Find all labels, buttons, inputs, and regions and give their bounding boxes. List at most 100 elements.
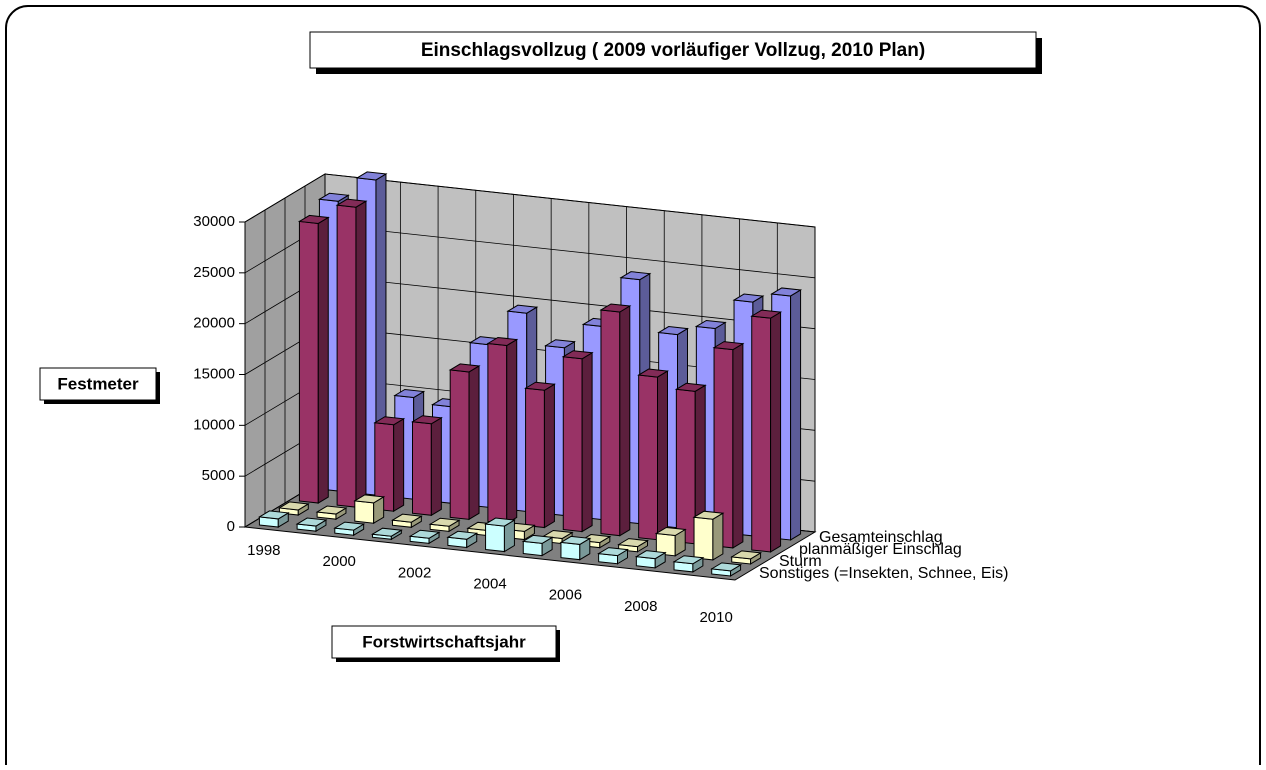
- bar-top: [617, 538, 650, 548]
- bar-top: [672, 555, 705, 565]
- bar: [599, 303, 632, 537]
- bar-top: [694, 319, 727, 330]
- bar: [353, 494, 386, 525]
- plot-area: 0 5000 10000 15000 20000 25000 30000 1998 2000 20…: [193, 171, 1008, 626]
- depth-tick-label: Sturm: [779, 553, 822, 570]
- bar-top: [521, 534, 554, 544]
- bar-side: [712, 512, 724, 561]
- bar-side: [468, 365, 480, 521]
- bar: [257, 510, 290, 528]
- bar-top: [335, 198, 368, 208]
- bar-side: [317, 216, 329, 504]
- bar: [446, 530, 479, 549]
- bar-top: [710, 562, 743, 572]
- bar-side: [506, 338, 518, 525]
- bar: [750, 309, 783, 553]
- bar-front: [675, 388, 696, 545]
- bar-top: [544, 339, 576, 349]
- bar-top: [619, 271, 652, 281]
- bar-top: [750, 309, 783, 319]
- bar: [484, 517, 516, 553]
- bar: [486, 336, 519, 525]
- bar: [524, 381, 556, 529]
- y-tick-label: 25000: [193, 264, 235, 281]
- bar-top: [297, 214, 330, 224]
- bar: [692, 510, 725, 561]
- bar-front: [751, 315, 772, 553]
- bar-top: [559, 535, 592, 545]
- bar: [410, 415, 443, 517]
- bar-top: [654, 526, 687, 537]
- bar-top: [637, 368, 670, 378]
- bar-front: [560, 541, 581, 561]
- bar: [561, 350, 594, 533]
- bar: [315, 505, 348, 521]
- bar: [637, 368, 670, 541]
- bar-front: [562, 356, 583, 533]
- bar-front: [693, 516, 714, 561]
- y-tick-label: 10000: [193, 416, 235, 433]
- bar: [672, 555, 705, 573]
- bar-side: [732, 342, 744, 549]
- bar-top: [315, 505, 348, 515]
- bar-top: [257, 510, 290, 520]
- bar-side: [393, 417, 405, 513]
- bar: [730, 550, 763, 565]
- bar: [712, 341, 745, 549]
- bar-side: [790, 289, 802, 541]
- bar-side: [770, 311, 782, 553]
- depth-tick-label: Sonstiges (=Insekten, Schnee, Eis): [759, 565, 1008, 582]
- y-tick-label: 15000: [193, 365, 235, 382]
- depth-tick-label: Gesamteinschlag: [819, 529, 943, 546]
- bar: [408, 529, 441, 545]
- bar-front: [412, 421, 432, 516]
- bar-side: [355, 200, 367, 509]
- depth-tick-label: planmäßiger Einschlag: [799, 541, 962, 558]
- bar-top: [333, 521, 366, 531]
- bar-top: [428, 517, 461, 527]
- x-tick-label: 2002: [398, 564, 431, 581]
- bar-front: [600, 309, 621, 537]
- y-tick-label: 30000: [193, 213, 235, 230]
- bar-top: [692, 510, 725, 520]
- bar-top: [353, 494, 386, 504]
- bar-top: [408, 529, 441, 539]
- bar-top: [410, 415, 443, 425]
- bar-front: [525, 387, 545, 529]
- bar-top: [390, 513, 423, 523]
- bar-top: [730, 550, 763, 560]
- bar-top: [484, 517, 516, 527]
- x-tick-label: 2008: [624, 598, 657, 615]
- bar: [448, 363, 481, 521]
- bar-top: [295, 517, 328, 527]
- bar-top: [597, 547, 630, 557]
- bar-top: [446, 530, 479, 540]
- bar-top: [370, 527, 403, 537]
- y-tick-label: 20000: [193, 315, 235, 332]
- bar: [521, 534, 554, 557]
- bar-front: [354, 500, 375, 524]
- bar-top: [506, 304, 539, 314]
- bar-top: [657, 326, 690, 336]
- bar-front: [336, 204, 357, 508]
- bar-top: [448, 363, 481, 373]
- x-label-box: [331, 625, 557, 659]
- bar: [428, 517, 461, 533]
- bar-front: [449, 369, 470, 520]
- bar-top: [634, 550, 667, 560]
- y-axis-title: Festmeter: [57, 374, 139, 393]
- x-axis-title: Forstwirtschaftsjahr: [362, 632, 526, 651]
- bar-side: [657, 370, 668, 541]
- grid-line: [244, 173, 816, 228]
- bar-top: [599, 303, 632, 313]
- bar-top: [524, 381, 556, 391]
- bar: [295, 517, 328, 533]
- bar-top: [712, 341, 745, 351]
- bar-top: [486, 336, 519, 347]
- bar-front: [485, 523, 505, 553]
- x-tick-label: 1998: [247, 542, 280, 559]
- bar: [370, 527, 403, 541]
- bar: [390, 513, 423, 529]
